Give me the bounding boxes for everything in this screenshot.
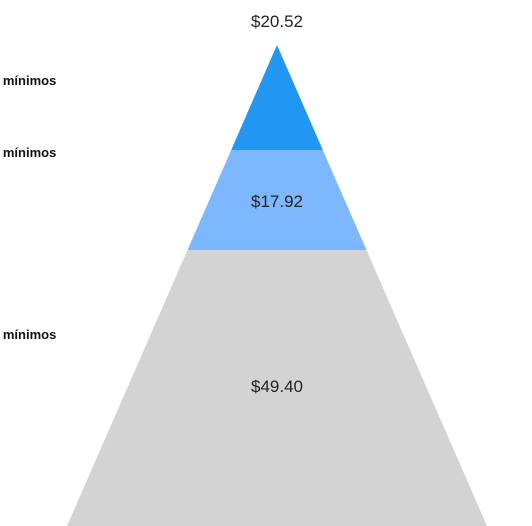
side-label-bottom: s mínimos	[0, 327, 56, 342]
side-label-middle: s mínimos	[0, 145, 56, 160]
side-label-top: s mínimos	[0, 73, 56, 88]
segment-middle	[187, 150, 367, 250]
value-label-top: $20.52	[251, 12, 303, 31]
value-label-bottom: $49.40	[251, 377, 303, 396]
segment-top	[231, 45, 323, 150]
segment-bottom	[67, 250, 487, 526]
value-label-middle: $17.92	[251, 192, 303, 211]
